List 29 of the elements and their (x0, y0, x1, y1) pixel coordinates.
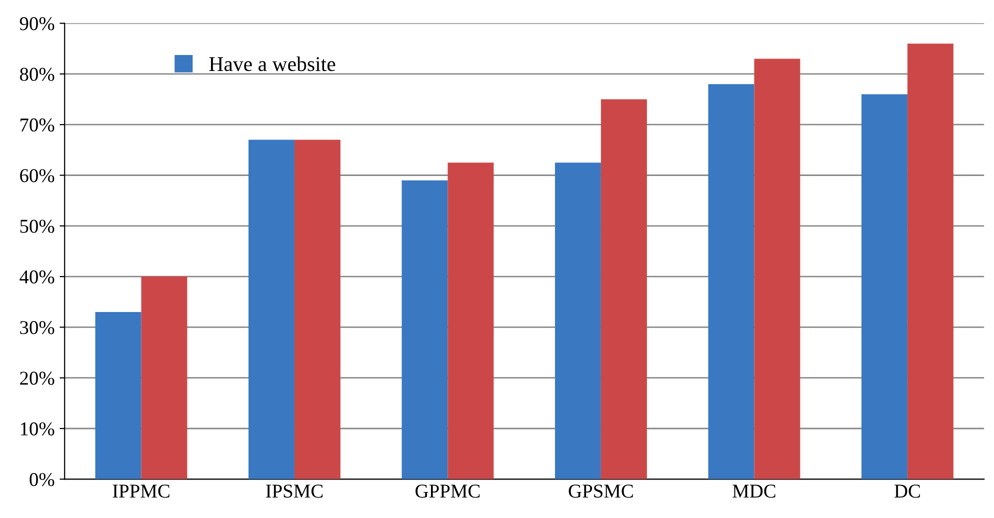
y-tick-label: 90% (20, 17, 54, 30)
x-tick-label: GPSMC (568, 484, 633, 498)
bar (600, 99, 647, 480)
bar (95, 312, 142, 480)
bar (861, 94, 908, 480)
bar (448, 162, 494, 480)
y-tick-label: 60% (20, 169, 54, 182)
legend-label: Have a website (209, 56, 336, 72)
x-tick-label: GPPMC (416, 484, 480, 498)
bar (402, 180, 448, 480)
y-tick-label: 30% (20, 321, 54, 334)
x-tick-label: MDC (732, 484, 776, 498)
bar (907, 44, 954, 480)
bar (141, 276, 188, 480)
y-tick-label: 80% (20, 68, 54, 81)
x-tick-label: IPPMC (112, 484, 170, 498)
bar (754, 58, 800, 480)
x-tick-label: DC (894, 484, 920, 498)
bar (554, 162, 601, 480)
y-tick-label: 0% (30, 472, 54, 486)
y-tick-label: 20% (20, 372, 54, 385)
bar (248, 140, 294, 480)
bar (294, 140, 340, 480)
y-tick-label: 50% (20, 220, 54, 233)
x-tick-label: IPSMC (266, 484, 323, 498)
bar (708, 84, 754, 480)
y-tick-label: 10% (20, 422, 54, 436)
y-tick-label: 70% (20, 118, 54, 132)
y-tick-label: 40% (20, 270, 54, 284)
